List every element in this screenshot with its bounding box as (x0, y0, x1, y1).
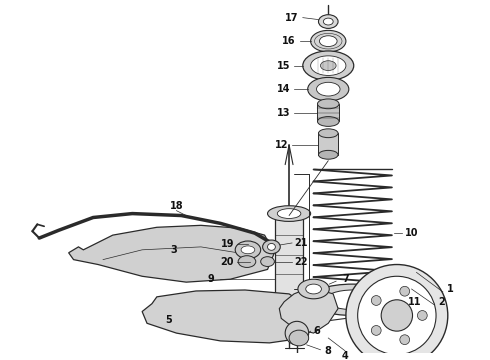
Ellipse shape (308, 77, 349, 101)
Text: 18: 18 (170, 201, 183, 211)
Bar (318, 104, 339, 121)
Ellipse shape (241, 246, 255, 254)
Ellipse shape (325, 290, 380, 310)
Ellipse shape (317, 82, 340, 96)
Text: 20: 20 (220, 257, 234, 266)
Ellipse shape (400, 335, 410, 345)
Bar (275, 216, 303, 302)
Ellipse shape (318, 99, 339, 109)
Ellipse shape (303, 51, 354, 80)
Text: 2: 2 (439, 297, 445, 307)
Ellipse shape (381, 300, 413, 331)
Ellipse shape (289, 330, 309, 346)
Text: 22: 22 (294, 257, 308, 266)
Text: 12: 12 (274, 140, 288, 150)
Text: 19: 19 (220, 239, 234, 249)
Ellipse shape (358, 276, 436, 355)
Text: 11: 11 (408, 297, 421, 307)
Text: 17: 17 (285, 13, 299, 23)
Text: 5: 5 (165, 315, 172, 325)
Text: 3: 3 (170, 245, 177, 255)
Ellipse shape (318, 15, 338, 28)
Text: 8: 8 (325, 346, 332, 356)
Ellipse shape (320, 61, 336, 71)
Ellipse shape (277, 209, 301, 219)
Ellipse shape (261, 257, 274, 266)
Ellipse shape (371, 296, 381, 305)
Text: 16: 16 (282, 36, 296, 46)
Ellipse shape (263, 240, 280, 254)
Ellipse shape (268, 243, 275, 250)
Ellipse shape (417, 311, 427, 320)
Ellipse shape (400, 286, 410, 296)
Text: 7: 7 (343, 274, 349, 284)
Ellipse shape (238, 256, 256, 267)
Ellipse shape (306, 284, 321, 294)
Polygon shape (142, 290, 317, 343)
Ellipse shape (318, 117, 339, 126)
Bar (318, 133, 338, 155)
Ellipse shape (371, 325, 381, 335)
Text: 10: 10 (405, 228, 418, 238)
Ellipse shape (308, 284, 398, 315)
Ellipse shape (323, 18, 333, 25)
Ellipse shape (311, 30, 346, 52)
Ellipse shape (319, 36, 337, 46)
Text: 21: 21 (294, 238, 308, 248)
Text: 1: 1 (447, 284, 454, 294)
Polygon shape (279, 289, 338, 333)
Ellipse shape (298, 279, 329, 299)
Text: 6: 6 (313, 326, 320, 336)
Ellipse shape (346, 265, 448, 360)
Ellipse shape (285, 321, 309, 345)
Polygon shape (69, 225, 274, 282)
Ellipse shape (268, 206, 311, 221)
Text: 15: 15 (276, 60, 290, 71)
Text: 9: 9 (207, 274, 214, 284)
Ellipse shape (287, 357, 307, 360)
Ellipse shape (311, 56, 346, 76)
Text: 4: 4 (342, 351, 348, 360)
Ellipse shape (235, 241, 261, 258)
Ellipse shape (318, 129, 338, 138)
Text: 13: 13 (276, 108, 290, 118)
Text: 14: 14 (276, 84, 290, 94)
Ellipse shape (318, 150, 338, 159)
